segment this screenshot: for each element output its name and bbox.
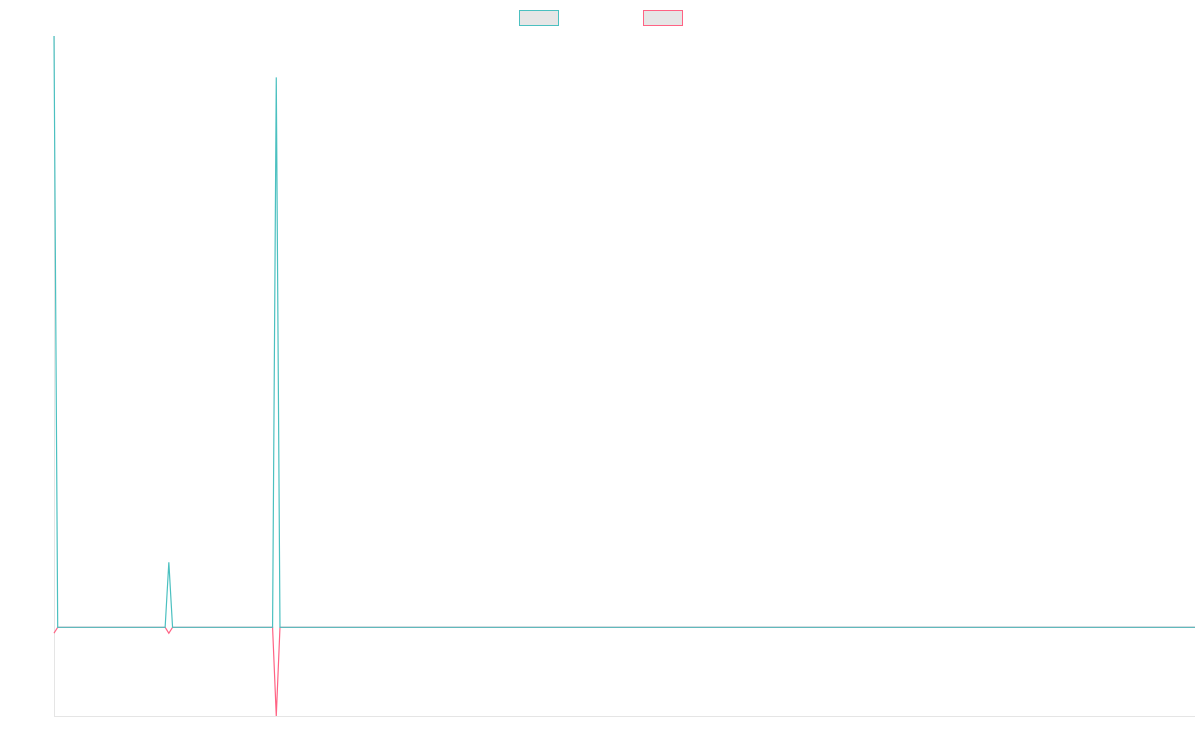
legend-swatch xyxy=(519,10,559,26)
series-line xyxy=(53,626,1195,717)
legend-swatch xyxy=(643,10,683,26)
series-line xyxy=(53,35,1195,628)
